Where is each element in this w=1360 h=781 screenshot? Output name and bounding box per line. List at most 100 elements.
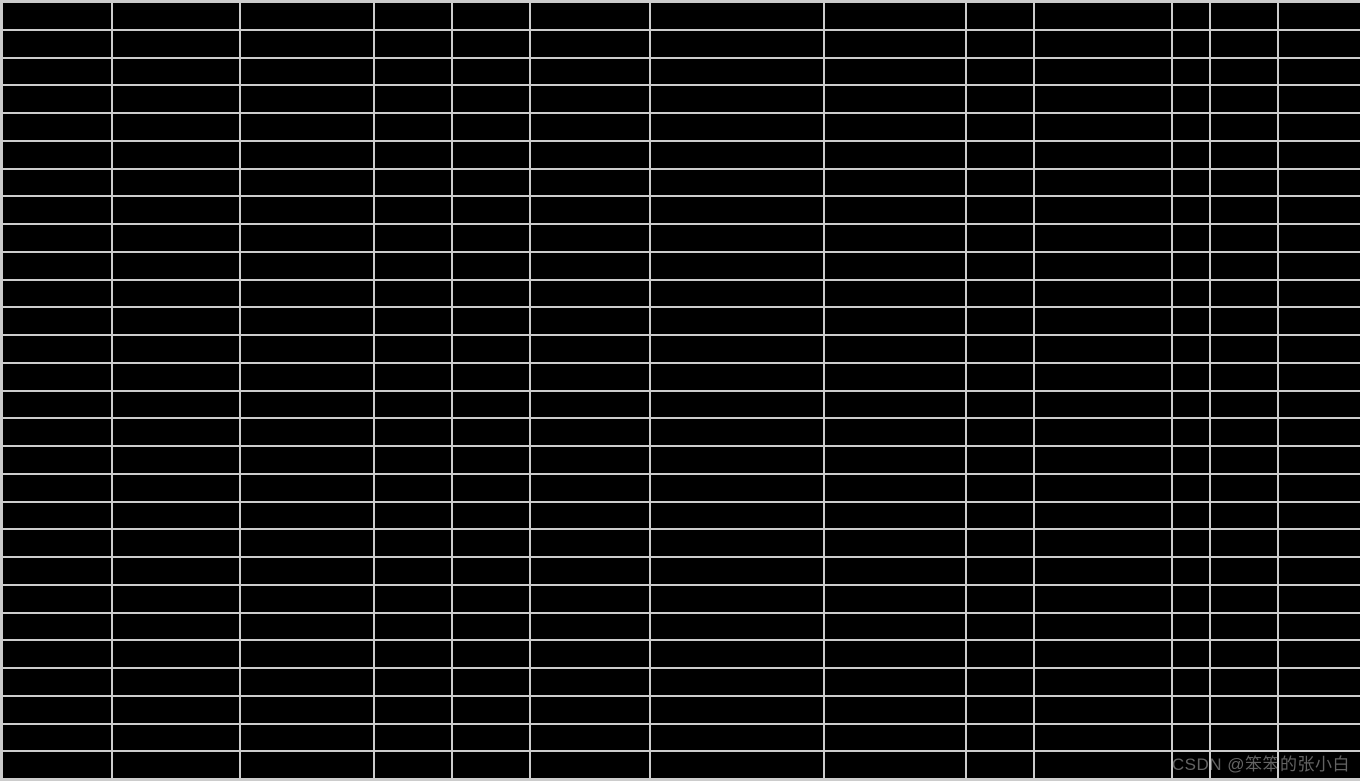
table-cell bbox=[1211, 3, 1277, 29]
table-cell bbox=[651, 114, 823, 140]
table-cell bbox=[453, 725, 529, 751]
table-cell bbox=[967, 170, 1033, 196]
table-cell bbox=[1211, 614, 1277, 640]
table-cell bbox=[1279, 558, 1360, 584]
table-row bbox=[3, 503, 1360, 529]
table-cell bbox=[241, 253, 373, 279]
table-cell bbox=[453, 225, 529, 251]
table-cell bbox=[825, 3, 965, 29]
table-row bbox=[3, 558, 1360, 584]
table-row bbox=[3, 641, 1360, 667]
table-cell bbox=[825, 281, 965, 307]
table-cell bbox=[1211, 281, 1277, 307]
table-cell bbox=[1211, 170, 1277, 196]
table-cell bbox=[1035, 86, 1171, 112]
table-cell bbox=[1211, 725, 1277, 751]
table-cell bbox=[453, 752, 529, 778]
table-cell bbox=[375, 697, 451, 723]
table-cell bbox=[531, 725, 649, 751]
table-cell bbox=[1279, 281, 1360, 307]
table-cell bbox=[967, 225, 1033, 251]
table-cell bbox=[651, 225, 823, 251]
table-cell bbox=[1173, 697, 1209, 723]
table-cell bbox=[1279, 669, 1360, 695]
table-cell bbox=[1173, 197, 1209, 223]
table-cell bbox=[241, 475, 373, 501]
table-cell bbox=[1035, 170, 1171, 196]
table-cell bbox=[453, 392, 529, 418]
table-cell bbox=[825, 614, 965, 640]
table-row bbox=[3, 336, 1360, 362]
table-cell bbox=[1035, 419, 1171, 445]
table-cell bbox=[651, 641, 823, 667]
table-cell bbox=[3, 253, 111, 279]
table-cell bbox=[453, 142, 529, 168]
table-cell bbox=[1279, 225, 1360, 251]
table-cell bbox=[531, 669, 649, 695]
table-cell bbox=[3, 308, 111, 334]
table-cell bbox=[375, 253, 451, 279]
table-cell bbox=[113, 281, 239, 307]
table-row bbox=[3, 253, 1360, 279]
table-cell bbox=[1211, 586, 1277, 612]
table-row bbox=[3, 225, 1360, 251]
table-cell bbox=[967, 364, 1033, 390]
table-cell bbox=[651, 197, 823, 223]
table-cell bbox=[375, 281, 451, 307]
table-cell bbox=[3, 170, 111, 196]
table-cell bbox=[3, 475, 111, 501]
table-cell bbox=[967, 336, 1033, 362]
table-cell bbox=[1173, 641, 1209, 667]
table-cell bbox=[825, 364, 965, 390]
table-cell bbox=[375, 197, 451, 223]
table-cell bbox=[825, 447, 965, 473]
table-cell bbox=[375, 558, 451, 584]
table-cell bbox=[241, 281, 373, 307]
table-cell bbox=[531, 3, 649, 29]
table-cell bbox=[1279, 336, 1360, 362]
table-cell bbox=[453, 503, 529, 529]
table-cell bbox=[1279, 308, 1360, 334]
table-cell bbox=[967, 392, 1033, 418]
table-cell bbox=[3, 142, 111, 168]
table-cell bbox=[1211, 447, 1277, 473]
table-cell bbox=[3, 3, 111, 29]
table-cell bbox=[531, 530, 649, 556]
table-cell bbox=[531, 225, 649, 251]
table-cell bbox=[375, 752, 451, 778]
table-cell bbox=[3, 392, 111, 418]
table-cell bbox=[241, 3, 373, 29]
table-cell bbox=[1173, 364, 1209, 390]
table-row bbox=[3, 475, 1360, 501]
table-row bbox=[3, 142, 1360, 168]
table-cell bbox=[651, 308, 823, 334]
table-cell bbox=[1279, 641, 1360, 667]
table-cell bbox=[1211, 752, 1277, 778]
table-cell bbox=[651, 503, 823, 529]
table-cell bbox=[651, 253, 823, 279]
table-cell bbox=[1173, 586, 1209, 612]
table-cell bbox=[113, 697, 239, 723]
table-cell bbox=[453, 170, 529, 196]
table-cell bbox=[531, 419, 649, 445]
table-cell bbox=[241, 725, 373, 751]
table-cell bbox=[1173, 336, 1209, 362]
table-cell bbox=[1035, 308, 1171, 334]
table-cell bbox=[241, 447, 373, 473]
table-cell bbox=[1035, 558, 1171, 584]
table-cell bbox=[113, 558, 239, 584]
table-cell bbox=[967, 725, 1033, 751]
table-cell bbox=[1279, 614, 1360, 640]
table-cell bbox=[3, 669, 111, 695]
table-cell bbox=[3, 114, 111, 140]
table-cell bbox=[1035, 503, 1171, 529]
table-cell bbox=[531, 142, 649, 168]
table-cell bbox=[1211, 59, 1277, 85]
table-cell bbox=[651, 59, 823, 85]
data-grid bbox=[1, 1, 1360, 780]
table-cell bbox=[651, 419, 823, 445]
table-cell bbox=[651, 669, 823, 695]
table-cell bbox=[1279, 170, 1360, 196]
table-cell bbox=[1035, 31, 1171, 57]
table-cell bbox=[1211, 197, 1277, 223]
